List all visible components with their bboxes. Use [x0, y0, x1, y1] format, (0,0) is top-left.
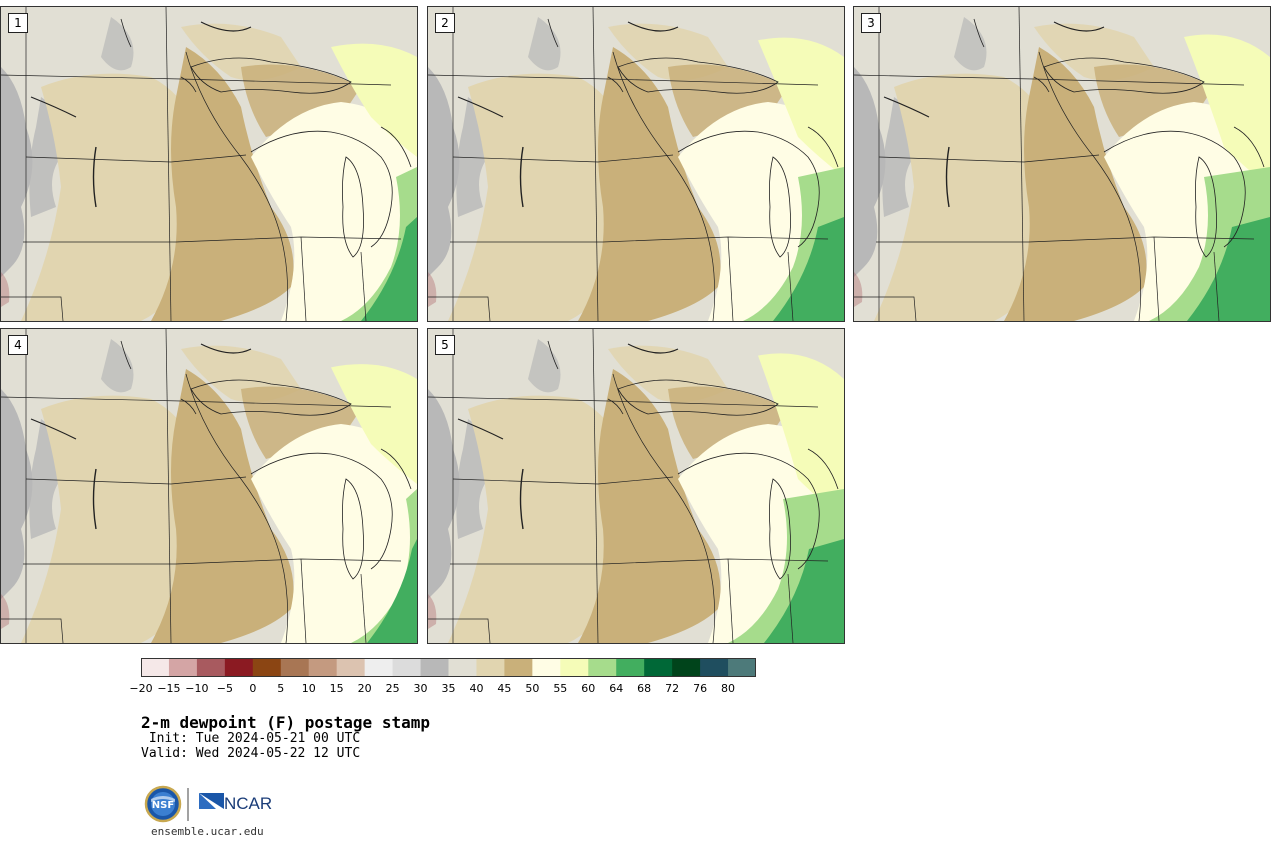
- colorbar-swatch: [672, 658, 701, 677]
- colorbar-swatch: [588, 658, 617, 677]
- colorbar-swatch: [616, 658, 645, 677]
- colorbar-swatch: [448, 658, 477, 677]
- dewpoint-map-5: [428, 329, 844, 643]
- colorbar-swatch: [280, 658, 310, 677]
- map-panel-4: 4: [0, 328, 418, 644]
- svg-text:NCAR: NCAR: [224, 794, 272, 813]
- colorbar-tick-label: −10: [185, 682, 209, 695]
- nsf-ncar-logos: NSF NCAR: [144, 785, 272, 823]
- colorbar-tick-label: 15: [329, 682, 344, 695]
- colorbar-tick-label: −20: [129, 682, 153, 695]
- colorbar-swatch: [420, 658, 449, 677]
- colorbar-tick-label: 5: [277, 682, 285, 695]
- colorbar-tick-label: 68: [637, 682, 652, 695]
- colorbar-swatch: [560, 658, 589, 677]
- dewpoint-map-4: [1, 329, 417, 643]
- colorbar-swatch: [644, 658, 673, 677]
- colorbar-swatch: [392, 658, 422, 677]
- colorbar-swatch: [476, 658, 505, 677]
- colorbar-tick-label: 76: [693, 682, 708, 695]
- colorbar-swatch: [532, 658, 561, 677]
- dewpoint-map-2: [428, 7, 844, 321]
- colorbar-tick-label: 10: [301, 682, 316, 695]
- dewpoint-map-1: [1, 7, 417, 321]
- colorbar-tick-label: 72: [665, 682, 680, 695]
- nsf-logo-icon: NSF: [144, 785, 182, 823]
- colorbar-tick-label: −15: [157, 682, 181, 695]
- colorbar-swatch: [141, 658, 170, 677]
- colorbar-swatch: [224, 658, 254, 677]
- colorbar-tick-label: 55: [553, 682, 568, 695]
- colorbar-swatch: [336, 658, 366, 677]
- svg-text:NSF: NSF: [152, 800, 174, 811]
- colorbar-tick-label: 25: [385, 682, 400, 695]
- plot-title: 2-m dewpoint (F) postage stamp: [141, 713, 430, 732]
- colorbar-tick-label: 35: [441, 682, 456, 695]
- colorbar-swatch: [728, 658, 756, 677]
- map-panel-5: 5: [427, 328, 845, 644]
- colorbar-tick-label: 50: [525, 682, 540, 695]
- colorbar-tick-label: 60: [581, 682, 596, 695]
- colorbar-tick-label: 45: [497, 682, 512, 695]
- website-url: ensemble.ucar.edu: [151, 825, 264, 838]
- colorbar-swatch: [196, 658, 226, 677]
- colorbar-tick-label: 30: [413, 682, 428, 695]
- colorbar-swatch: [252, 658, 282, 677]
- panel-label: 1: [8, 13, 28, 33]
- colorbar-swatch: [308, 658, 338, 677]
- valid-time: Valid: Wed 2024-05-22 12 UTC: [141, 746, 361, 761]
- colorbar-tick-label: 64: [609, 682, 624, 695]
- panel-label: 2: [435, 13, 455, 33]
- colorbar-tick-label: 80: [721, 682, 736, 695]
- colorbar-tick-label: −5: [216, 682, 233, 695]
- panel-label: 3: [861, 13, 881, 33]
- panel-label: 5: [435, 335, 455, 355]
- colorbar-tick-label: 20: [357, 682, 372, 695]
- colorbar-swatch: [700, 658, 729, 677]
- map-panel-2: 2: [427, 6, 845, 322]
- colorbar-swatch: [168, 658, 198, 677]
- colorbar-tick-label: 0: [249, 682, 257, 695]
- dewpoint-map-3: [854, 7, 1270, 321]
- map-panel-3: 3: [853, 6, 1271, 322]
- colorbar-swatch: [504, 658, 533, 677]
- colorbar-tick-label: 40: [469, 682, 484, 695]
- colorbar: [141, 658, 756, 677]
- colorbar-swatch: [364, 658, 394, 677]
- ncar-logo-icon: NCAR: [199, 793, 272, 813]
- map-panel-1: 1: [0, 6, 418, 322]
- panel-label: 4: [8, 335, 28, 355]
- init-time: Init: Tue 2024-05-21 00 UTC: [141, 731, 361, 746]
